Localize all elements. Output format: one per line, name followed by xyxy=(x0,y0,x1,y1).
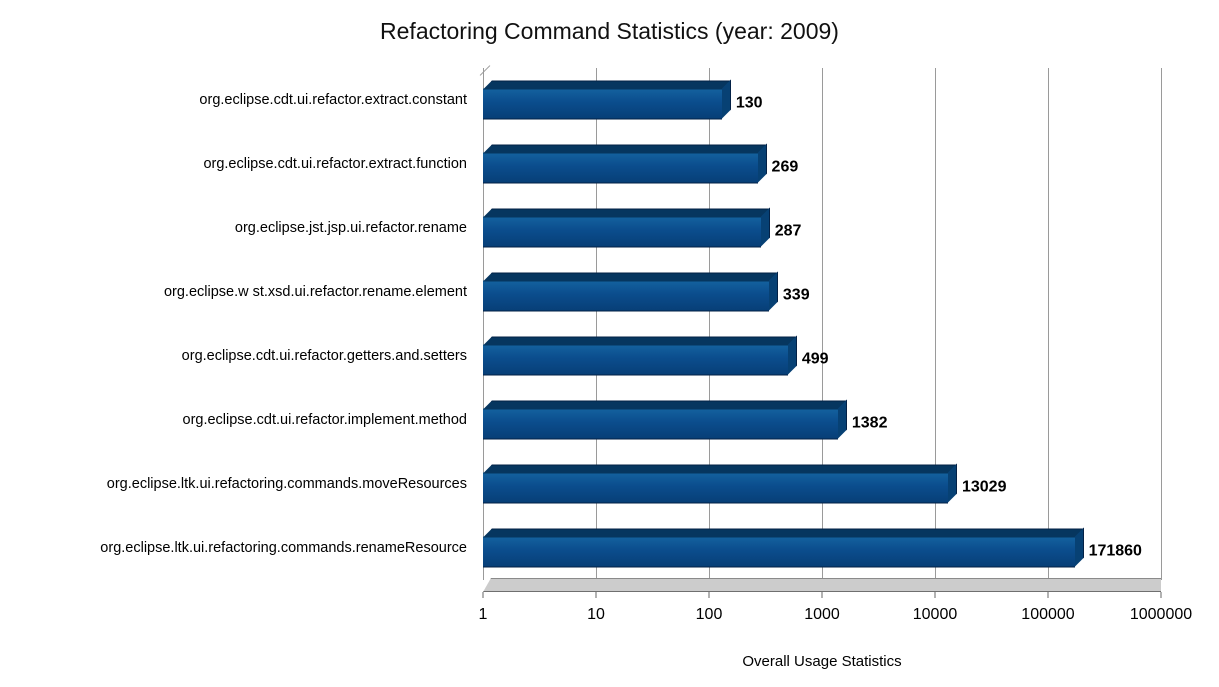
grid-line xyxy=(822,68,823,580)
x-axis-tick-mark xyxy=(708,592,710,598)
bar-side-face xyxy=(768,271,778,311)
grid-line xyxy=(935,68,936,580)
bar-row: 13029 xyxy=(483,452,1161,516)
bar-row: 287 xyxy=(483,196,1161,260)
grid-line xyxy=(1048,68,1049,580)
x-axis-tick-label: 1 xyxy=(478,606,488,623)
category-label: org.eclipse.ltk.ui.refactoring.commands.… xyxy=(100,540,467,556)
bar-top-face xyxy=(483,80,731,90)
x-axis-tick-mark xyxy=(595,592,597,598)
category-label: org.eclipse.cdt.ui.refactor.implement.me… xyxy=(182,412,468,428)
bar-row: 1382 xyxy=(483,388,1161,452)
chart-title: Refactoring Command Statistics (year: 20… xyxy=(380,18,839,44)
bar: 13029 xyxy=(483,463,1006,504)
bar-row: 339 xyxy=(483,260,1161,324)
chart-floor xyxy=(483,578,1161,592)
bar: 287 xyxy=(483,207,801,248)
category-label: org.eclipse.cdt.ui.refactor.extract.cons… xyxy=(199,92,467,108)
bar-top-face xyxy=(483,464,957,474)
bar-side-face xyxy=(947,463,957,503)
value-label: 1382 xyxy=(851,414,888,432)
x-axis-tick-mark xyxy=(1160,592,1162,598)
value-label: 269 xyxy=(771,158,799,176)
grid-line xyxy=(1161,68,1162,580)
category-label: org.eclipse.ltk.ui.refactoring.commands.… xyxy=(106,476,467,492)
x-axis-tick-mark xyxy=(1047,592,1049,598)
value-label: 499 xyxy=(801,350,829,368)
bar-top-face xyxy=(483,400,847,410)
x-axis-tick-label: 10000 xyxy=(912,606,958,623)
bar: 339 xyxy=(483,271,810,312)
bar-side-face xyxy=(787,335,797,375)
bar-rows: 130 269 287 339 499 1382 13029 171860 xyxy=(483,68,1161,580)
grid-line xyxy=(709,68,710,580)
value-label: 287 xyxy=(774,222,802,240)
grid-layer xyxy=(483,68,1162,580)
bar-top-face xyxy=(483,272,778,282)
x-axis-tick-mark xyxy=(934,592,936,598)
bar-top-face xyxy=(483,528,1084,538)
value-label: 171860 xyxy=(1088,542,1142,560)
category-axis: org.eclipse.cdt.ui.refactor.extract.cons… xyxy=(0,68,473,580)
bar-row: 130 xyxy=(483,68,1161,132)
category-label: org.eclipse.cdt.ui.refactor.getters.and.… xyxy=(181,348,467,364)
bar: 499 xyxy=(483,335,829,376)
bar-row: 499 xyxy=(483,324,1161,388)
bar-row: 269 xyxy=(483,132,1161,196)
x-axis-tick-label: 10 xyxy=(587,606,605,623)
bar-row: 171860 xyxy=(483,516,1161,580)
plot-area: 130 269 287 339 499 1382 13029 171860 xyxy=(479,65,1162,592)
bar: 1382 xyxy=(483,399,887,440)
grid-line xyxy=(596,68,597,580)
x-axis-tick-label: 100000 xyxy=(1021,606,1075,623)
bar-top-face xyxy=(483,144,767,154)
bar: 130 xyxy=(483,79,763,120)
x-axis: 1 10 100 1000 10000 100000 1000000 xyxy=(479,592,1192,632)
value-label: 130 xyxy=(735,94,763,112)
value-label: 13029 xyxy=(961,478,1007,496)
x-axis-tick-label: 1000 xyxy=(804,606,840,623)
bar: 269 xyxy=(483,143,798,184)
x-axis-tick-label: 100 xyxy=(695,606,723,623)
bar-side-face xyxy=(837,399,847,439)
category-label: org.eclipse.jst.jsp.ui.refactor.rename xyxy=(234,220,467,236)
x-axis-tick-label: 1000000 xyxy=(1129,606,1193,623)
bar-side-face xyxy=(721,79,731,119)
bar-top-face xyxy=(483,336,797,346)
bar: 171860 xyxy=(483,527,1142,568)
value-label: 339 xyxy=(782,286,810,304)
bar-top-face xyxy=(483,208,770,218)
x-axis-title: Overall Usage Statistics xyxy=(742,653,902,670)
x-axis-tick-mark xyxy=(821,592,823,598)
category-label: org.eclipse.cdt.ui.refactor.extract.func… xyxy=(203,156,467,172)
x-axis-tick-mark xyxy=(482,592,484,598)
category-label: org.eclipse.w st.xsd.ui.refactor.rename.… xyxy=(163,284,467,300)
grid-line xyxy=(483,68,484,580)
